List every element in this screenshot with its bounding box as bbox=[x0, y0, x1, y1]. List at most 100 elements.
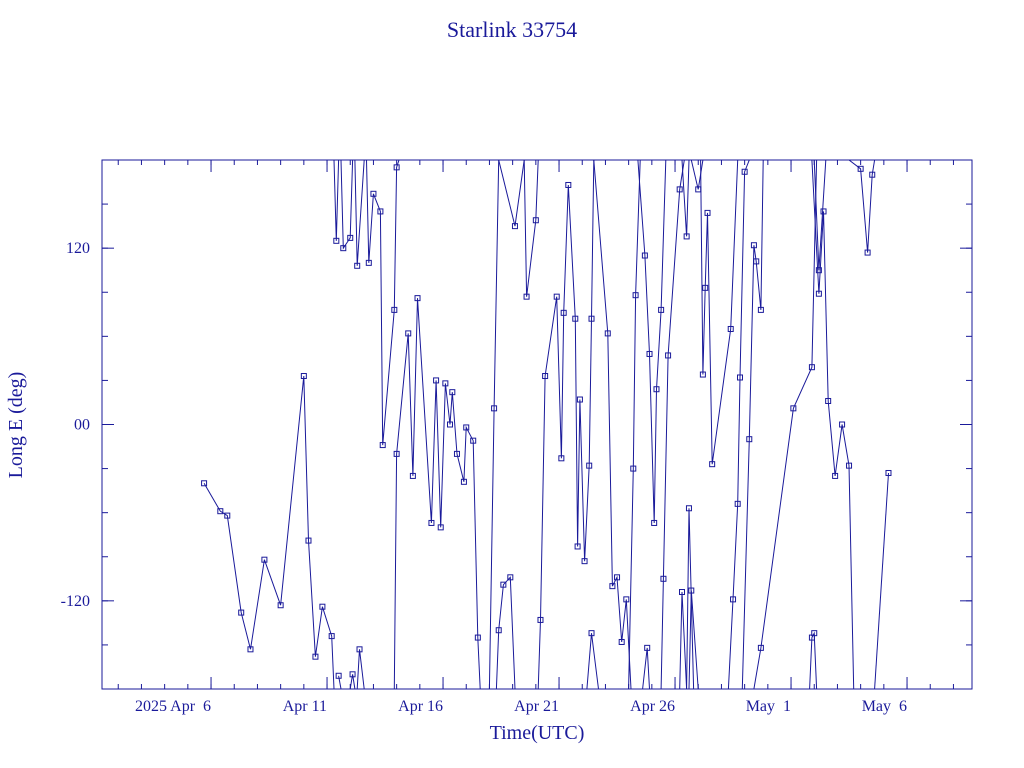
x-tick-label: Apr 16 bbox=[398, 698, 443, 715]
data-point bbox=[261, 556, 268, 563]
data-point bbox=[491, 405, 498, 412]
data-point bbox=[653, 386, 660, 393]
data-point bbox=[660, 575, 667, 582]
data-point bbox=[811, 630, 818, 637]
data-point bbox=[588, 630, 595, 637]
data-point bbox=[644, 644, 651, 651]
data-point bbox=[442, 380, 449, 387]
data-point bbox=[335, 672, 342, 679]
series-line bbox=[393, 298, 481, 689]
series-line bbox=[488, 160, 500, 689]
data-point bbox=[623, 596, 630, 603]
data-point bbox=[507, 574, 514, 581]
data-point bbox=[746, 436, 753, 443]
data-point bbox=[453, 450, 460, 457]
data-point bbox=[618, 638, 625, 645]
data-point bbox=[333, 237, 340, 244]
data-point bbox=[588, 315, 595, 322]
data-point bbox=[730, 596, 737, 603]
data-point bbox=[825, 397, 832, 404]
data-point bbox=[646, 350, 653, 357]
data-point bbox=[217, 508, 224, 515]
data-point bbox=[277, 602, 284, 609]
data-point bbox=[753, 258, 760, 265]
series-line bbox=[727, 160, 750, 689]
series-line bbox=[813, 160, 827, 271]
data-point bbox=[750, 242, 757, 249]
data-point bbox=[356, 646, 363, 653]
data-point bbox=[815, 267, 822, 274]
data-point bbox=[727, 325, 734, 332]
data-point bbox=[695, 186, 702, 193]
data-point bbox=[532, 217, 539, 224]
plot-frame bbox=[101, 159, 973, 690]
data-point bbox=[433, 377, 440, 384]
series-line bbox=[628, 160, 641, 689]
series-lines bbox=[203, 160, 889, 689]
series-line bbox=[679, 591, 688, 689]
data-point bbox=[832, 472, 839, 479]
series-line bbox=[811, 160, 855, 689]
data-point bbox=[463, 424, 470, 431]
series-line bbox=[586, 633, 599, 689]
y-tick-label: 00 bbox=[74, 417, 90, 434]
data-point bbox=[757, 306, 764, 313]
minor-ticks bbox=[102, 159, 972, 690]
data-point bbox=[393, 164, 400, 171]
data-point bbox=[405, 330, 412, 337]
data-point bbox=[377, 208, 384, 215]
data-point bbox=[808, 364, 815, 371]
data-point bbox=[604, 330, 611, 337]
data-point bbox=[409, 472, 416, 479]
series-markers bbox=[201, 164, 892, 679]
data-point bbox=[511, 223, 518, 230]
data-point bbox=[393, 450, 400, 457]
data-point bbox=[238, 609, 245, 616]
series-line bbox=[523, 160, 539, 297]
data-point bbox=[347, 234, 354, 241]
data-point bbox=[354, 262, 361, 269]
data-point bbox=[699, 371, 706, 378]
data-point bbox=[370, 190, 377, 197]
data-point bbox=[328, 633, 335, 640]
data-point bbox=[864, 249, 871, 256]
series-line bbox=[753, 160, 818, 689]
data-point bbox=[572, 315, 579, 322]
data-point bbox=[683, 233, 690, 240]
data-point bbox=[305, 537, 312, 544]
data-point bbox=[576, 396, 583, 403]
series-line bbox=[593, 160, 632, 689]
series-line bbox=[642, 647, 650, 689]
tick-labels: 2025 Apr 6 Apr 11 Apr 16 Apr 21 Apr 26 May 1 M… bbox=[61, 240, 907, 715]
data-point bbox=[679, 589, 685, 596]
data-point bbox=[702, 284, 709, 291]
data-point bbox=[815, 290, 822, 297]
data-point bbox=[685, 505, 692, 512]
series-line bbox=[354, 160, 365, 266]
data-point bbox=[460, 478, 467, 485]
series-line bbox=[498, 160, 525, 227]
series-line bbox=[203, 375, 335, 689]
data-point bbox=[630, 465, 637, 472]
data-point bbox=[565, 181, 572, 188]
y-axis-title: Long E (deg) bbox=[5, 372, 27, 479]
series-line bbox=[741, 160, 764, 689]
data-point bbox=[553, 293, 560, 300]
data-point bbox=[586, 462, 593, 469]
major-ticks bbox=[102, 160, 972, 689]
data-point bbox=[247, 646, 254, 653]
data-point bbox=[447, 421, 453, 428]
series-line bbox=[349, 674, 356, 689]
x-tick-label: May 6 bbox=[862, 698, 907, 715]
data-point bbox=[869, 171, 876, 178]
series-line bbox=[340, 160, 354, 250]
data-point bbox=[537, 616, 544, 623]
data-point bbox=[857, 165, 864, 172]
x-tick-label: Apr 21 bbox=[514, 698, 559, 715]
data-point bbox=[437, 524, 444, 531]
series-line bbox=[495, 576, 516, 689]
data-point bbox=[614, 574, 621, 581]
data-point bbox=[379, 442, 386, 449]
chart-title: Starlink 33754 bbox=[447, 17, 577, 42]
